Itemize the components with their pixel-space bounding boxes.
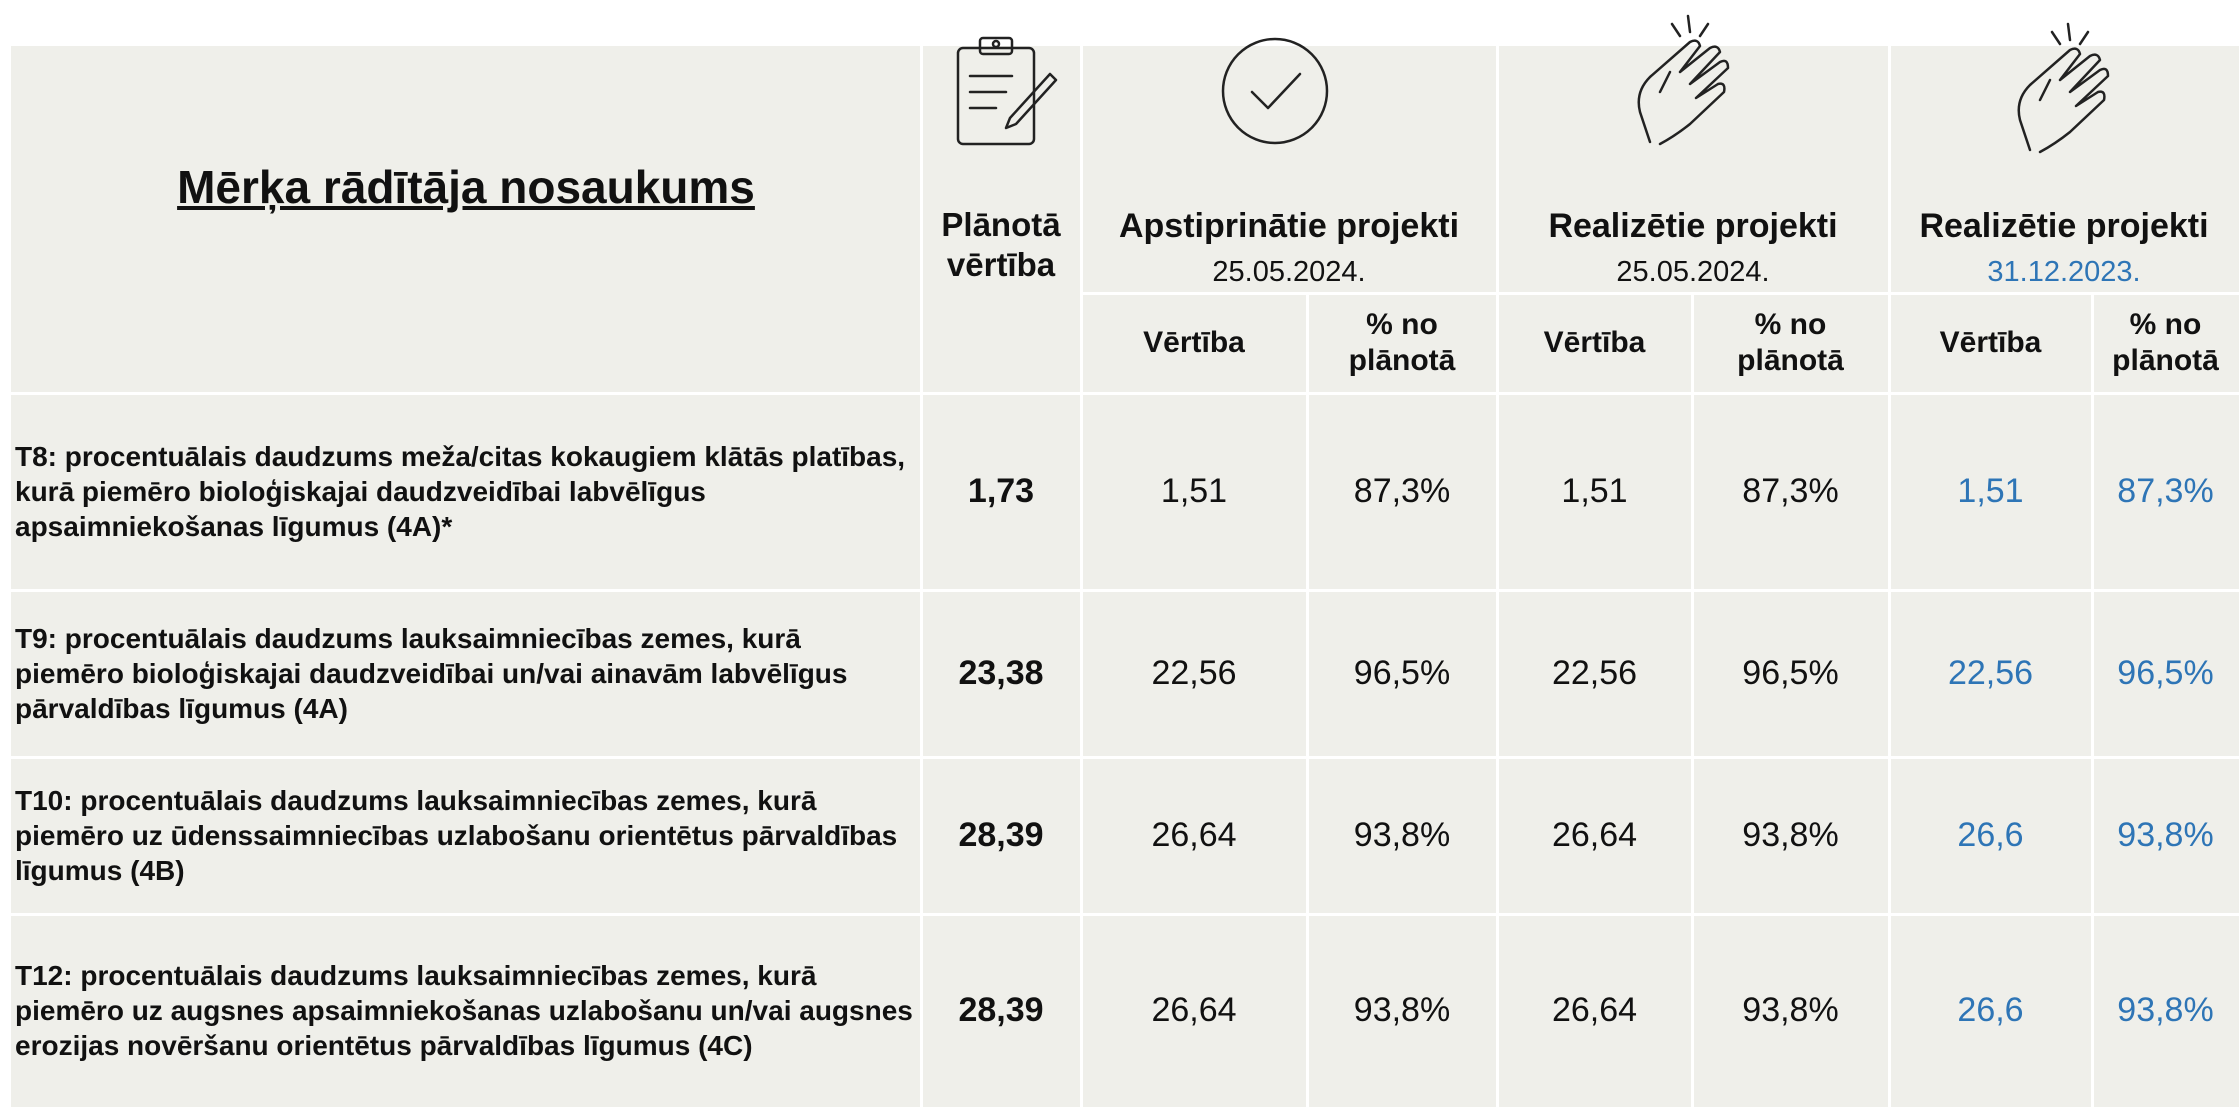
cell-value: 1,51 xyxy=(1957,472,2024,511)
column-divider xyxy=(2091,293,2094,1107)
column-divider xyxy=(920,46,923,1107)
indicator-name: T9: procentuālais daudzums lauksaimniecī… xyxy=(15,623,848,724)
group-date: 25.05.2024. xyxy=(1616,256,1770,289)
cell-value: 22,56 xyxy=(1551,654,1638,693)
cell-value: 87,3% xyxy=(1353,472,1451,511)
cell-value: 26,6 xyxy=(1957,816,2024,855)
group-title: Realizētie projekti xyxy=(1548,206,1838,245)
cell-value: 93,8% xyxy=(1353,991,1451,1030)
planned-value: 23,38 xyxy=(958,654,1044,693)
cell-value: 87,3% xyxy=(1742,472,1839,511)
group-title: Apstiprinātie projekti xyxy=(1118,206,1460,245)
cell-value: 26,64 xyxy=(1151,816,1237,855)
cell-value: 26,64 xyxy=(1551,991,1638,1030)
row-divider xyxy=(11,589,2239,592)
cell-value: 93,8% xyxy=(1742,991,1839,1030)
row-divider xyxy=(1081,292,2239,295)
cell-value: 93,8% xyxy=(2117,816,2214,855)
group-date: 25.05.2024. xyxy=(1212,256,1366,289)
row-divider xyxy=(11,756,2239,759)
planned-header: Plānotā vērtība xyxy=(941,206,1061,283)
cell-value: 93,8% xyxy=(1742,816,1839,855)
cell-value: 1,51 xyxy=(1160,472,1228,511)
cell-value: 22,56 xyxy=(1947,654,2034,693)
cell-value: 1,51 xyxy=(1561,472,1628,511)
cell-value: 96,5% xyxy=(2117,654,2214,693)
planned-value: 1,73 xyxy=(967,472,1035,511)
row-divider xyxy=(11,392,2239,395)
subheader: Vērtība xyxy=(1939,326,2042,359)
cell-value: 96,5% xyxy=(1742,654,1839,693)
cell-value: 26,64 xyxy=(1151,991,1237,1030)
check-icon xyxy=(1221,37,1329,145)
row-divider xyxy=(11,913,2239,916)
indicator-name: T12: procentuālais daudzums lauksaimniec… xyxy=(15,960,913,1061)
column-divider xyxy=(1888,46,1891,1107)
column-divider xyxy=(1496,46,1499,1107)
planned-value: 28,39 xyxy=(958,816,1044,855)
column-divider xyxy=(1080,46,1083,1107)
cell-value: 93,8% xyxy=(1353,816,1451,855)
table-background xyxy=(11,46,2239,1107)
column-divider xyxy=(1306,293,1309,1107)
header-title: Mērķa rādītāja nosaukums xyxy=(177,161,755,213)
clap-icon xyxy=(2017,22,2110,154)
subheader: % no plānotā xyxy=(2112,308,2219,377)
cell-value: 96,5% xyxy=(1353,654,1451,693)
subheader: Vērtība xyxy=(1143,326,1245,359)
column-divider xyxy=(1691,293,1694,1107)
clipboard-icon xyxy=(956,36,1058,146)
indicator-name: T8: procentuālais daudzums meža/citas ko… xyxy=(15,441,906,542)
cell-value: 93,8% xyxy=(2117,991,2214,1030)
indicator-name: T10: procentuālais daudzums lauksaimniec… xyxy=(15,785,898,886)
cell-value: 87,3% xyxy=(2117,472,2214,511)
group-title: Realizētie projekti xyxy=(1919,206,2209,245)
subheader: Vērtība xyxy=(1543,326,1646,359)
subheader: % no plānotā xyxy=(1737,308,1844,377)
group-date: 31.12.2023. xyxy=(1987,256,2141,289)
cell-value: 26,64 xyxy=(1551,816,1638,855)
planned-value: 28,39 xyxy=(958,991,1044,1030)
clap-icon xyxy=(1637,14,1730,146)
cell-value: 22,56 xyxy=(1151,654,1237,693)
cell-value: 26,6 xyxy=(1957,991,2024,1030)
subheader: % no plānotā xyxy=(1348,308,1456,377)
